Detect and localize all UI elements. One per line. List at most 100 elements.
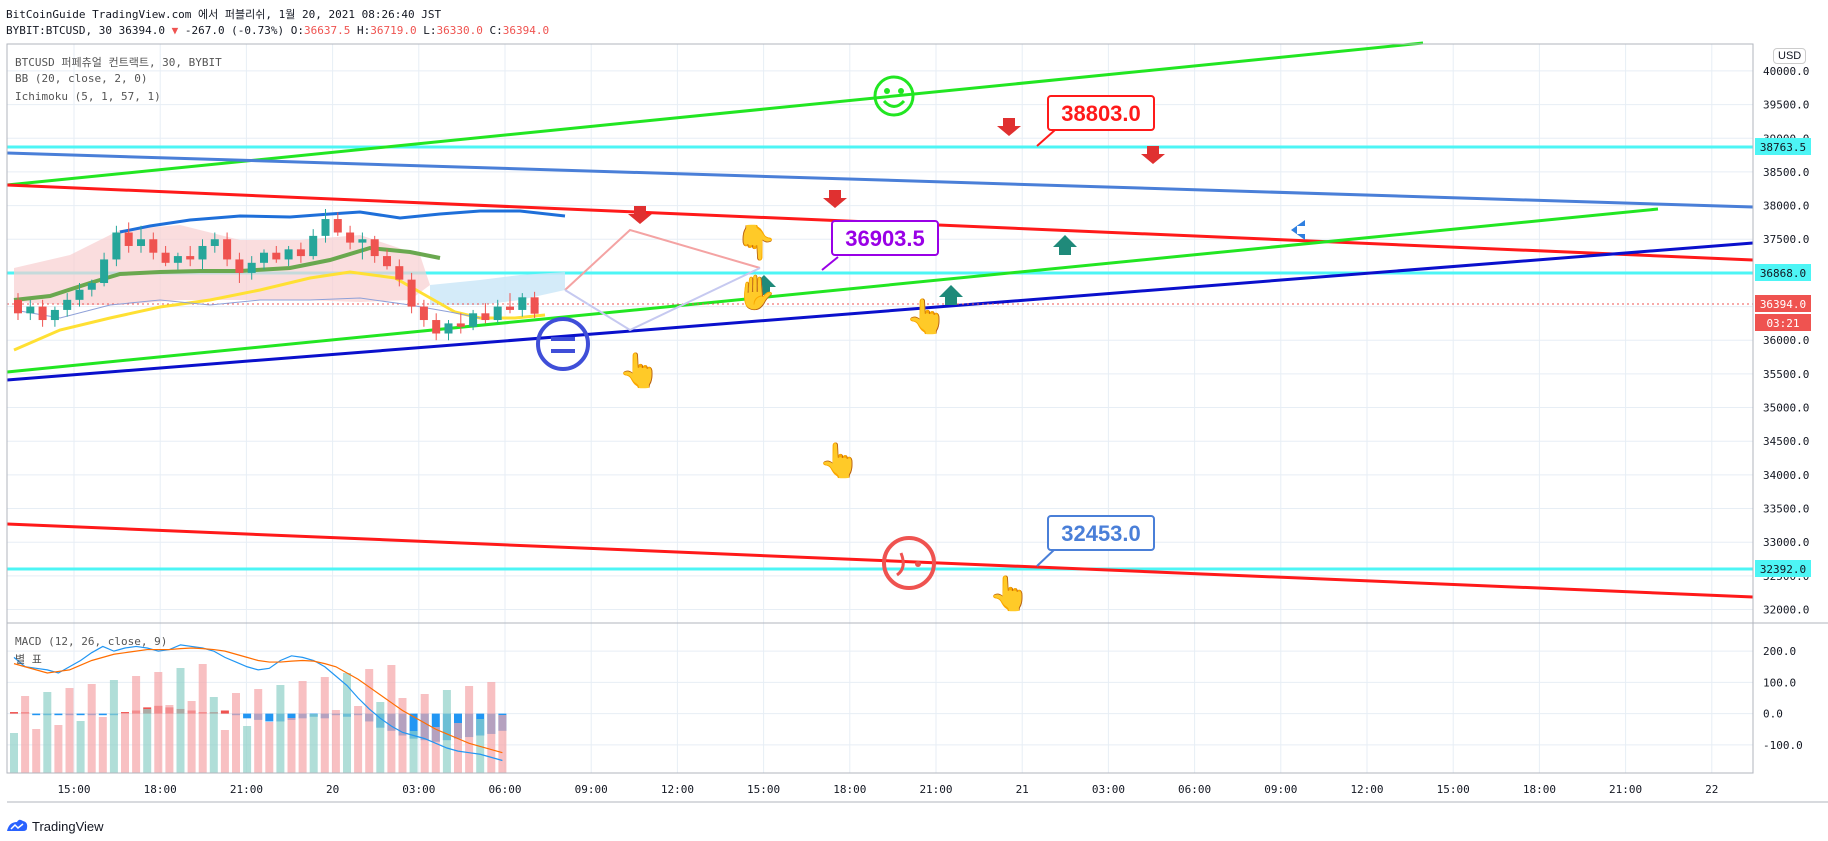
candle-body — [469, 313, 478, 327]
time-tick-label: 06:00 — [488, 783, 521, 796]
macd-hist-bar — [121, 712, 129, 714]
footer: TradingView — [6, 818, 104, 834]
macd-volume-bar — [354, 706, 363, 773]
price-tick-label: 33000.0 — [1763, 536, 1809, 549]
macd-volume-bar — [465, 686, 474, 773]
macd-volume-bar — [298, 681, 307, 773]
macd-volume-bar — [65, 688, 74, 773]
price-tick-label: 40000.0 — [1763, 65, 1809, 78]
macd-volume-bar — [243, 726, 252, 773]
candle-body — [407, 279, 416, 307]
candle-body — [272, 252, 281, 260]
macd-volume-bar — [454, 723, 462, 773]
macd-volume-bar — [132, 676, 141, 773]
projection-down-path — [564, 267, 761, 332]
macd-volume-bar — [398, 698, 407, 773]
macd-indicator-label[interactable]: MACD (12, 26, close, 9) — [15, 635, 168, 648]
close-label: C: — [489, 24, 503, 37]
macd-hist-bar — [98, 713, 107, 716]
macd-volume-bar — [54, 725, 63, 773]
svg-text:👆: 👆 — [618, 351, 660, 391]
time-tick-label: 12:00 — [661, 783, 694, 796]
symbol-description: BTCUSD 퍼페츄얼 컨트랙트, 30, BYBIT — [15, 56, 222, 69]
macd-volume-bar — [209, 697, 218, 773]
bb-indicator-label[interactable]: BB (20, close, 2, 0) — [15, 72, 148, 85]
annotation-36903-text: 36903.5 — [845, 226, 925, 251]
svg-text:👇: 👇 — [735, 223, 777, 263]
trend-drawings: 👆 👆 👆 👆 👇 ✋ 38803.0 36903.5 32453.0 — [6, 41, 1754, 614]
macd-tick-label: 100.0 — [1763, 676, 1796, 689]
price-tick-label: 34000.0 — [1763, 469, 1809, 482]
sad-face-icon — [882, 536, 936, 590]
price-label-text: 38763.5 — [1760, 141, 1806, 154]
change-arrow-icon: ▼ — [171, 24, 179, 37]
candle-body — [149, 239, 158, 253]
time-tick-label: 21:00 — [230, 783, 263, 796]
macd-hist-bar — [409, 713, 418, 739]
macd-line — [13, 644, 503, 762]
candle-body — [284, 249, 293, 260]
macd-hist-bar — [287, 713, 296, 720]
currency-badge[interactable]: USD — [1773, 48, 1807, 64]
bb-upper-band — [119, 209, 566, 234]
time-tick-label: 21:00 — [919, 783, 952, 796]
happy-face-icon — [873, 75, 915, 117]
down-arrow-marker-icon — [628, 118, 1165, 224]
time-tick-label: 03:00 — [402, 783, 435, 796]
up-arrow-marker-icon — [752, 235, 1077, 305]
macd-volume-bar — [176, 668, 185, 773]
candlestick-series — [14, 208, 539, 341]
macd-signal-line — [13, 647, 503, 754]
open-label: O: — [290, 24, 305, 37]
price-label-bg — [1755, 295, 1811, 312]
candle-body — [444, 323, 453, 334]
price-tick-label: 38000.0 — [1763, 200, 1809, 213]
macd-volume-bar — [154, 672, 163, 773]
chart-axes: 15:00 18:00 21:00 20 03:00 06:00 09:00 12:00 15:… — [6, 43, 1828, 803]
symbol-label: BYBIT:BTCUSD, 30 — [6, 24, 112, 37]
low-value: 36330.0 — [436, 24, 483, 37]
candle-body — [26, 306, 35, 314]
candle-body — [456, 323, 465, 327]
candle-body — [247, 262, 256, 273]
price-label-bg — [1755, 138, 1811, 155]
annotation-38803-text: 38803.0 — [1061, 101, 1141, 126]
ichimoku-indicator-label[interactable]: Ichimoku (5, 1, 57, 1) — [15, 90, 161, 103]
price-change: -267.0 (-0.73%) — [184, 24, 285, 37]
macd-hist-bar — [76, 713, 85, 716]
macd-volume-bar — [76, 721, 85, 773]
last-price: 36394.0 — [118, 24, 165, 37]
time-tick-label: 06:00 — [1178, 783, 1211, 796]
price-label-bg — [1755, 560, 1811, 577]
macd-volume-bar — [254, 689, 263, 773]
macd-volume-bar — [165, 705, 174, 773]
candle-body — [309, 235, 318, 257]
candle-body — [198, 245, 207, 260]
price-tick-label: 35000.0 — [1763, 402, 1809, 415]
time-tick-label: 20 — [326, 783, 339, 796]
macd-volume-bar — [376, 702, 385, 773]
price-tick-label: 33500.0 — [1763, 503, 1809, 516]
price-tick-label: 36000.0 — [1763, 334, 1809, 347]
macd-hist-bar — [32, 713, 41, 716]
hand-pointer-icon: 👆 👆 👆 👆 👇 ✋ — [618, 223, 1030, 614]
green-trend-lower — [6, 207, 1659, 374]
macd-volume-bar — [331, 710, 340, 773]
chart-grid — [7, 44, 1753, 773]
projection-up-path — [564, 228, 761, 291]
macd-volume-bar — [121, 713, 129, 773]
annotation-36903: 36903.5 — [821, 220, 939, 271]
candle-body — [50, 309, 59, 321]
macd-volume-bar — [365, 669, 374, 773]
tradingview-logo-icon — [7, 819, 28, 831]
time-tick-label: 15:00 — [1437, 783, 1470, 796]
macd-volume-bar — [109, 680, 118, 773]
svg-text:👆: 👆 — [818, 441, 860, 481]
macd-volume-bar — [220, 730, 229, 773]
macd-volume-bar — [87, 684, 96, 773]
macd-hist-bar — [54, 713, 63, 716]
svg-text:👆: 👆 — [988, 574, 1030, 614]
low-label: L: — [423, 24, 437, 37]
svg-text:👆: 👆 — [905, 297, 947, 337]
